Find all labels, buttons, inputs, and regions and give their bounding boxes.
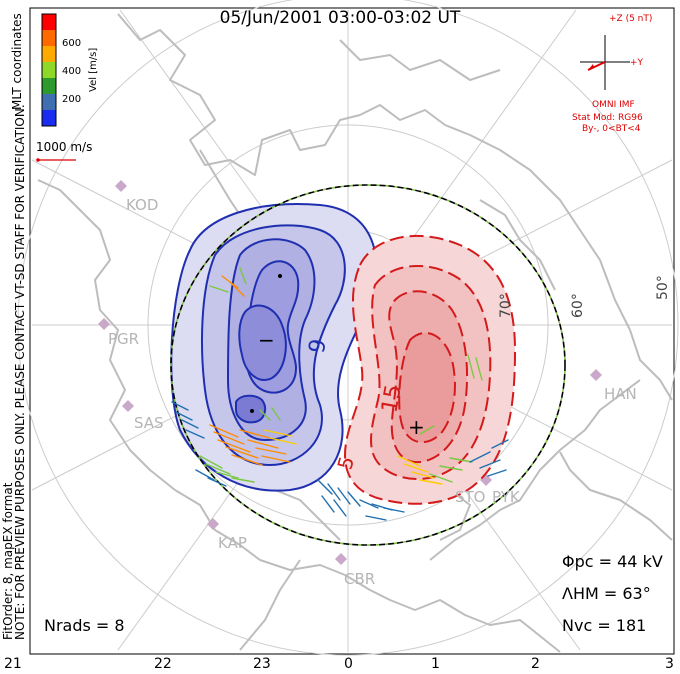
preview-disclaimer: NOTE: FOR PREVIEW PURPOSES ONLY. PLEASE … (13, 104, 27, 640)
max-marker: + (408, 415, 425, 439)
reference-vector (36, 158, 76, 162)
hm-boundary-latitude: ΛHM = 63° (562, 584, 651, 603)
station-cbr: CBR (344, 570, 376, 588)
station-marker-cbr (335, 553, 347, 565)
mlt-tick-1: 1 (431, 656, 440, 672)
station-marker-pgr (98, 318, 110, 330)
station-han: HAN (604, 385, 637, 403)
imf-clock (580, 35, 630, 90)
station-kod: KOD (126, 196, 159, 214)
statistical-model: Stat Mod: RG96 (572, 113, 643, 123)
cross-polar-potential: Φpc = 44 kV (562, 552, 663, 571)
station-marker-han (590, 369, 602, 381)
colorbar-label: Vel [m/s] (88, 47, 99, 92)
station-marker-kod (115, 180, 127, 192)
station-sas: SAS (134, 414, 164, 432)
radar-count: Nrads = 8 (44, 616, 125, 635)
mlt-tick-0: 0 (344, 656, 353, 672)
contour-label-positive: 15 (377, 383, 406, 415)
colorbar-tick-200: 200 (62, 94, 82, 105)
colorbar-tick-600: 600 (62, 38, 82, 49)
station-marker-kap (207, 518, 219, 530)
imf-by-label: +Y (630, 58, 644, 68)
map-title: 05/Jun/2001 03:00-03:02 UT (219, 8, 461, 28)
mlt-tick-2: 2 (531, 656, 540, 672)
min-marker: − (258, 328, 275, 352)
imf-source: OMNI IMF (592, 100, 635, 110)
colorbar-tick-400: 400 (62, 66, 82, 77)
mlt-tick-21: 21 (4, 656, 22, 672)
contour-label-negative: 9 (305, 337, 332, 355)
mlt-tick-23: 23 (253, 656, 271, 672)
velocity-vectors (171, 267, 509, 521)
latitude-label-70: 70° (498, 293, 514, 318)
reference-vector-label: 1000 m/s (36, 140, 93, 154)
contour-label-small: 5 (333, 454, 359, 473)
station-marker-sas (122, 400, 134, 412)
latitude-label-50: 50° (655, 275, 671, 300)
coordinate-system-label: MLT coordinates (10, 13, 24, 110)
station-markers (98, 180, 602, 565)
mlt-tick-22: 22 (154, 656, 172, 672)
vector-count: Nvc = 181 (562, 616, 647, 635)
fit-order-note: FitOrder: 8, mapEX format (1, 482, 15, 640)
velocity-colorbar (41, 13, 57, 127)
positive-potential-cell (343, 234, 517, 505)
station-kap: KAP (218, 534, 247, 552)
station-pgr: PGR (108, 330, 140, 348)
station-pyk: PYK (492, 488, 520, 506)
imf-bz-label: +Z (5 nT) (609, 14, 653, 24)
heppner-maynard-boundary (170, 184, 566, 546)
station-sto: STO (455, 488, 486, 506)
map-frame (29, 7, 675, 655)
mlt-tick-3: 3 (665, 656, 674, 672)
imf-bin: By-, 0<BT<4 (582, 124, 641, 134)
latitude-label-60: 60° (570, 293, 586, 318)
